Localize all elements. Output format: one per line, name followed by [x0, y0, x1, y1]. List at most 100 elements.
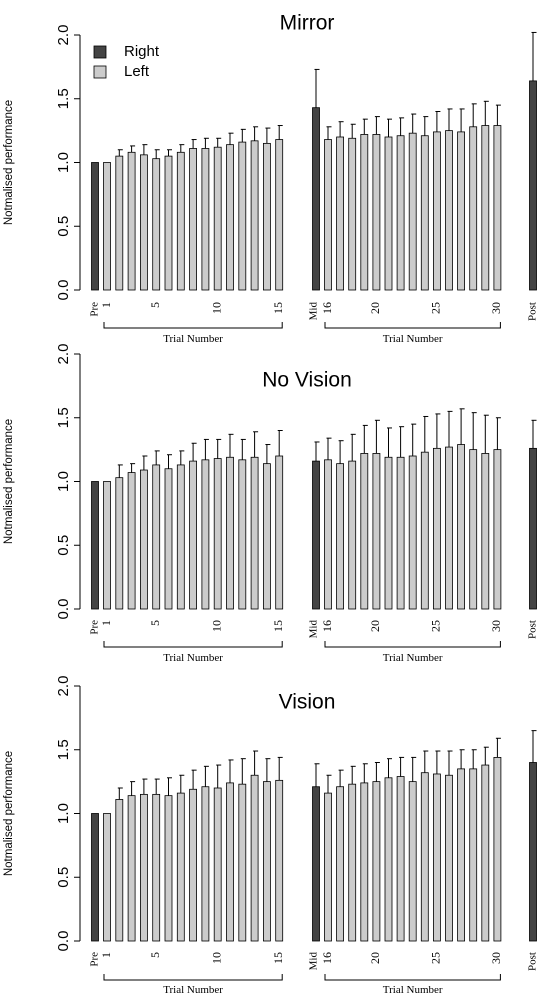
bracket-line — [103, 974, 283, 981]
bar-trial-1-rect — [103, 481, 111, 610]
bar-trial-14 — [262, 758, 271, 942]
bar-trial-4-rect — [139, 154, 148, 291]
x-tick-label: 30 — [489, 952, 503, 964]
bar-trial-1 — [103, 813, 111, 942]
x-label-post: Post — [527, 620, 539, 639]
bar-trial-25 — [432, 111, 441, 291]
bar-trial-5 — [152, 149, 161, 291]
bar-trial-3-rect — [127, 472, 136, 610]
bar-trial-28 — [469, 412, 478, 610]
bar-trial-12 — [238, 438, 247, 610]
bar-trial-2-rect — [115, 799, 124, 942]
bar-trial-25-rect — [432, 773, 441, 942]
bar-trial-5 — [152, 450, 161, 610]
bar-trial-11 — [226, 132, 234, 291]
bar-trial-16-rect — [324, 792, 332, 942]
bar-trial-2 — [115, 464, 124, 610]
bar-trial-12 — [238, 128, 247, 291]
group-label: Trial Number — [163, 333, 223, 345]
bar-trial-2 — [115, 787, 124, 942]
bar-trial-30-rect — [493, 757, 502, 942]
bar-trial-18 — [348, 765, 357, 942]
x-label-post: Post — [527, 952, 539, 971]
bar-trial-24-rect — [420, 135, 429, 291]
bar-trial-5-rect — [152, 793, 161, 942]
y-tick-label: 0.5 — [55, 535, 72, 556]
x-tick-label: 16 — [320, 952, 334, 964]
bar-trial-26 — [445, 750, 453, 942]
bar-trial-7 — [176, 144, 185, 291]
x-tick-label: 16 — [320, 302, 334, 314]
bar-trial-16 — [324, 126, 332, 291]
bar-trial-26-rect — [445, 774, 453, 942]
y-tick-label: 1.5 — [55, 407, 72, 428]
legend-swatch-right — [93, 45, 107, 59]
bar-trial-20-rect — [372, 781, 381, 942]
bar-trial-24 — [420, 116, 429, 291]
x-tick-label: 1 — [99, 952, 113, 958]
bar-trial-3 — [127, 463, 136, 610]
bar-trial-10-rect — [213, 787, 222, 942]
bar-mid — [312, 68, 320, 291]
bar-trial-22 — [396, 117, 405, 291]
bar-pre — [91, 162, 99, 291]
x-tick-label: 30 — [489, 620, 503, 632]
bar-post-rect — [529, 80, 537, 291]
bar-trial-10 — [213, 137, 222, 291]
bar-trial-15-rect — [275, 455, 284, 610]
bar-trial-2 — [115, 149, 124, 291]
bar-trial-9 — [201, 438, 210, 610]
bar-trial-3-rect — [127, 151, 136, 291]
bar-trial-1 — [103, 481, 111, 610]
y-tick-label: 0.0 — [55, 931, 72, 952]
x-tick-label: 5 — [148, 620, 162, 626]
bar-trial-8-rect — [189, 148, 198, 291]
y-tick-label: 0.0 — [55, 280, 72, 301]
x-label-pre: Pre — [89, 952, 101, 967]
bar-trial-8-rect — [189, 460, 198, 610]
bar-post-rect — [529, 447, 537, 610]
x-tick-label: 5 — [148, 952, 162, 958]
bar-trial-6 — [164, 149, 173, 291]
bar-trial-17-rect — [336, 463, 345, 610]
bar-trial-30 — [493, 417, 502, 610]
bar-trial-29 — [481, 100, 490, 291]
x-tick-label: 15 — [271, 302, 285, 314]
x-tick-label: 10 — [209, 620, 223, 632]
bar-trial-8 — [189, 139, 198, 291]
bar-trial-18 — [348, 433, 357, 610]
bar-trial-10-rect — [213, 146, 222, 291]
bar-trial-18 — [348, 123, 357, 291]
x-tick-label: 30 — [489, 302, 503, 314]
bar-trial-13-rect — [250, 456, 259, 610]
bar-trial-11 — [226, 759, 234, 942]
bar-trial-17 — [336, 440, 345, 610]
x-tick-labels: 1 5 10 15 16 20 25 30 — [99, 302, 503, 314]
bar-trial-20 — [372, 116, 381, 291]
bar-trial-9 — [201, 137, 210, 291]
bars — [91, 408, 537, 610]
bar-trial-15 — [275, 125, 284, 291]
x-tick-label: 25 — [429, 952, 443, 964]
bracket-line — [324, 974, 501, 981]
bar-trial-26-rect — [445, 446, 453, 610]
bar-trial-27-rect — [457, 768, 466, 942]
bar-trial-13-rect — [250, 774, 259, 942]
bar-trial-14-rect — [262, 781, 271, 942]
bar-trial-11 — [226, 433, 234, 610]
x-label-post: Post — [527, 302, 539, 321]
bar-trial-16-rect — [324, 139, 332, 291]
bar-trial-7-rect — [176, 464, 185, 610]
bar-trial-20-rect — [372, 134, 381, 291]
x-tick-label: 10 — [209, 952, 223, 964]
bar-trial-19-rect — [360, 134, 369, 291]
bar-trial-10 — [213, 764, 222, 942]
bar-trial-27-rect — [457, 444, 466, 610]
y-axis-label: Notmalised performance — [3, 100, 15, 225]
bar-trial-2-rect — [115, 477, 124, 610]
bar-trial-6 — [164, 777, 173, 942]
bar-trial-28 — [469, 749, 478, 942]
bar-trial-6-rect — [164, 468, 173, 610]
bar-trial-23 — [408, 423, 417, 610]
